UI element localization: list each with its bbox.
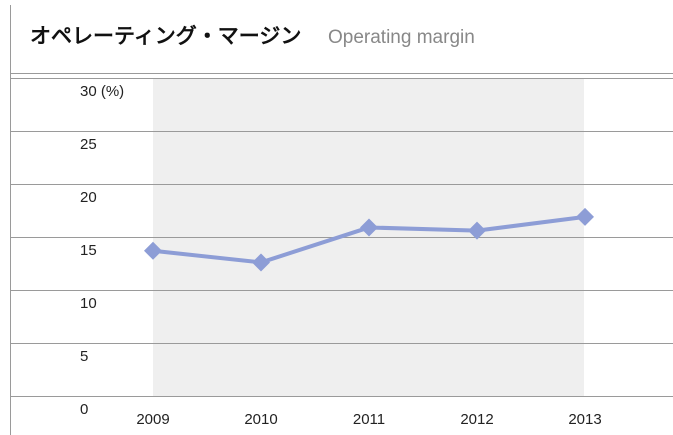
y-tick-label: 10 [80, 295, 97, 312]
y-tick-label: 20 [80, 189, 97, 206]
x-tick-label: 2011 [353, 411, 385, 428]
y-tick-label: 30 (%) [80, 83, 124, 100]
x-tick-label: 2013 [568, 411, 601, 428]
data-point [144, 241, 162, 260]
chart-title: オペレーティング・マージン [30, 24, 301, 48]
data-point [360, 218, 378, 237]
x-tick-label: 2009 [136, 411, 169, 428]
x-tick-label: 2010 [244, 411, 277, 428]
y-tick-label: 25 [80, 136, 97, 153]
y-tick-label: 0 [80, 401, 88, 418]
data-point [252, 253, 270, 272]
data-point [576, 207, 594, 226]
y-tick-label: 15 [80, 242, 97, 259]
x-tick-label: 2012 [460, 411, 493, 428]
y-tick-label: 5 [80, 348, 88, 365]
chart-subtitle: Operating margin [328, 27, 475, 48]
data-point [468, 221, 486, 240]
